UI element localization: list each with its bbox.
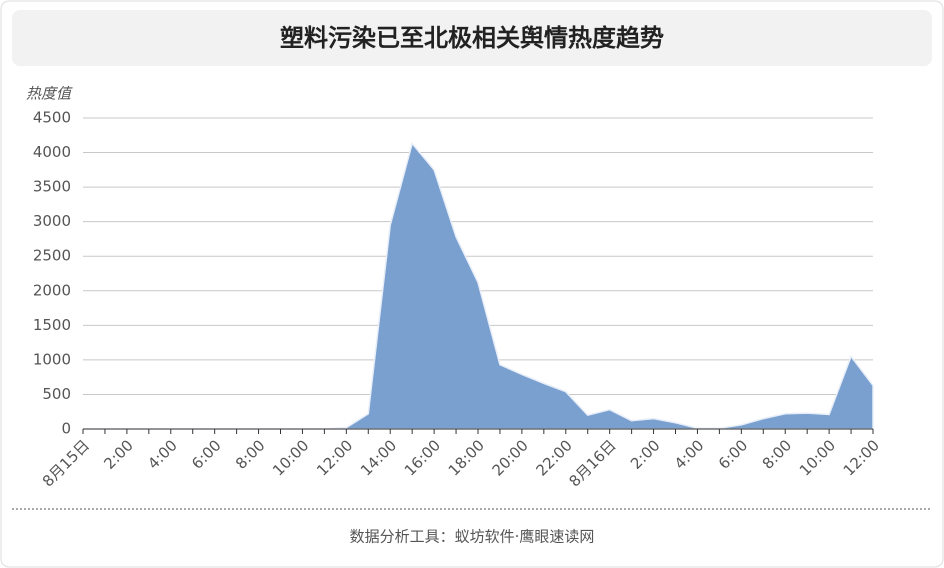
- y-tick-label: 500: [42, 385, 71, 403]
- y-tick-label: 1000: [33, 350, 71, 368]
- y-tick-label: 1500: [33, 316, 71, 334]
- y-tick-label: 2500: [33, 247, 71, 265]
- y-axis-label: 热度值: [26, 85, 73, 103]
- y-tick-label: 4000: [33, 143, 71, 161]
- source-note: 数据分析工具：蚁坊软件·鹰眼速读网: [350, 528, 595, 546]
- y-tick-label: 2000: [33, 281, 71, 299]
- y-tick-label: 3000: [33, 212, 71, 230]
- y-tick-label: 4500: [33, 109, 71, 127]
- chart-title: 塑料污染已至北极相关舆情热度趋势: [280, 24, 664, 52]
- y-tick-label: 0: [61, 420, 71, 438]
- title-box: [12, 10, 932, 66]
- y-tick-label: 3500: [33, 178, 71, 196]
